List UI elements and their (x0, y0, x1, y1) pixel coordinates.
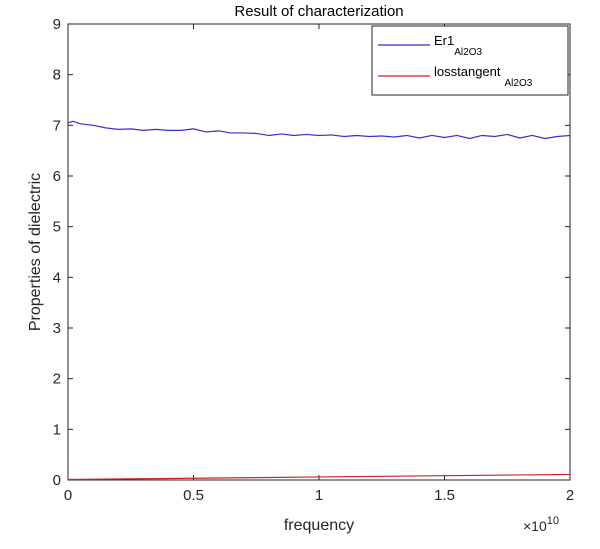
y-tick-label: 3 (53, 320, 61, 337)
legend-label-losstangent: losstangent Al2O3 (434, 64, 533, 89)
y-tick-label: 2 (53, 371, 61, 388)
y-tick-label: 5 (53, 219, 61, 236)
x-tick-label: 2 (566, 487, 574, 504)
x-exponent-label: ×1010 (523, 515, 559, 534)
legend-box (371, 25, 569, 96)
x-tick-label: 1 (315, 487, 323, 504)
y-tick-label: 8 (53, 67, 61, 84)
legend-label-losstangent-subscript: Al2O3 (505, 78, 533, 89)
y-axis-label: Properties of dielectric (27, 173, 44, 331)
series-layer (67, 120, 571, 481)
y-tick-label: 9 (53, 16, 61, 33)
chart-title: Result of characterization (234, 3, 403, 20)
x-axis-ticks: 0 0.5 1 1.5 2 (64, 24, 574, 504)
series-line-losstangent (67, 473, 571, 481)
legend-label-er1-subscript: Al2O3 (454, 47, 482, 58)
x-exponent-power: 10 (547, 515, 559, 527)
x-tick-label: 0 (64, 487, 72, 504)
y-axis-ticks: 0 1 2 3 4 5 6 7 8 9 (53, 16, 570, 489)
legend-label-er1-name: Er1 (434, 33, 454, 48)
y-tick-label: 4 (53, 269, 61, 286)
y-tick-label: 6 (53, 168, 61, 185)
x-exponent-base: ×10 (523, 518, 547, 534)
x-tick-label: 0.5 (183, 487, 204, 504)
legend-label-er1: Er1Al2O3 (434, 33, 482, 58)
legend: Er1Al2O3 losstangentAl2O3 (371, 25, 569, 96)
series-line-er1 (67, 120, 571, 140)
x-axis-label: frequency (284, 517, 354, 534)
y-tick-label: 1 (53, 421, 61, 438)
x-tick-label: 1.5 (434, 487, 455, 504)
plot-area (67, 23, 571, 481)
y-tick-label: 0 (53, 472, 61, 489)
legend-label-losstangent-name: losstangent (434, 64, 501, 79)
y-tick-label: 7 (53, 117, 61, 134)
